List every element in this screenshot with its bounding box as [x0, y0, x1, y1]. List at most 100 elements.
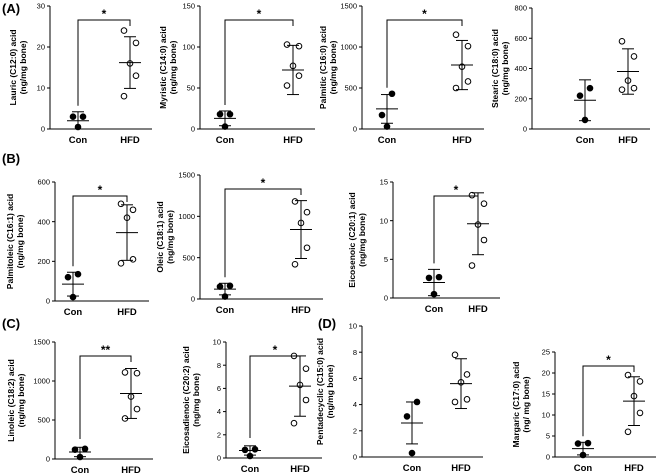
data-point-hfd [630, 84, 638, 92]
chart-5: 0 200 400 600 Palmitoleic (C16:1) acid(ng/mg… [5, 178, 149, 318]
y-tick-label: 5 [546, 432, 550, 441]
significance-bracket [386, 19, 463, 88]
y-tick-label: 10 [542, 411, 550, 420]
significance-bracket [77, 19, 131, 106]
data-point-hfd [290, 419, 298, 427]
significance-marker: ** [101, 343, 111, 357]
data-point-con [435, 273, 443, 281]
y-axis-title: Margaric (C17:0) acid(ng/ mg bone) [511, 362, 531, 448]
data-point-con [74, 270, 82, 278]
y-tick-label: 15 [380, 178, 388, 187]
category-label-hfd: HFD [618, 135, 638, 146]
data-point-hfd [464, 42, 472, 50]
data-point-hfd [480, 200, 488, 207]
significance-marker: * [98, 183, 103, 197]
y-tick-label: 4 [353, 400, 357, 409]
panel-letter-c: (C) [2, 316, 20, 331]
significance-bracket [433, 195, 479, 264]
y-tick-label: 30 [37, 2, 45, 11]
y-tick-label: 10 [380, 216, 388, 225]
data-point-hfd [636, 409, 644, 417]
chart-7: 0 5 10 15 Eicosenoic (C20:1) acid(ng/mg bone… [347, 178, 500, 315]
data-point-con [241, 446, 249, 454]
panel-letter-b: (B) [2, 151, 20, 166]
data-point-hfd [464, 78, 472, 85]
category-label-hfd: HFD [117, 307, 137, 318]
data-point-con [383, 123, 391, 130]
data-point-con [584, 439, 592, 447]
chart-11: 0 5 10 15 20 25 Margaric (C17:0) acid(ng/ mg b… [511, 348, 656, 473]
data-point-con [425, 274, 433, 282]
y-axis-title: Palmitoleic (C16:1) acid(ng/mg bone) [5, 194, 25, 289]
data-point-con [378, 111, 386, 119]
significance-marker: * [422, 7, 427, 21]
y-tick-label: 1000 [33, 377, 50, 386]
category-label-hfd: HFD [121, 465, 141, 473]
significance-bracket [224, 188, 302, 278]
y-axis-title-line: Myristic (C14:0) acid [158, 26, 168, 109]
data-point-hfd [120, 92, 128, 100]
y-tick-label: 0 [546, 453, 550, 462]
data-point-hfd [452, 31, 460, 39]
panel-letter-a: (A) [2, 1, 20, 16]
significance-marker: * [273, 343, 278, 357]
y-tick-label: 4 [217, 407, 221, 416]
data-point-hfd [480, 236, 488, 244]
data-point-hfd [303, 244, 311, 252]
y-axis-title: Lauric (C12:0) acid(ng/mg bone) [8, 29, 28, 105]
y-tick-label: 6 [353, 374, 357, 383]
data-point-hfd [636, 378, 644, 385]
y-axis-title-line: Eicosadienoic (C20:2) acid [181, 346, 191, 454]
category-label-hfd: HFD [290, 464, 310, 473]
data-point-hfd [121, 369, 129, 376]
data-point-hfd [451, 398, 459, 406]
y-tick-label: 800 [514, 4, 527, 13]
data-point-hfd [283, 41, 291, 48]
category-label-con: Con [378, 135, 397, 146]
data-point-con [576, 92, 584, 100]
y-tick-label: 0 [384, 294, 388, 303]
chart-6: 0 500 1000 1500 Oleic (C18:1) acid(ng/mg bon… [155, 171, 323, 316]
y-tick-label: 600 [514, 34, 527, 43]
category-label-con: Con [576, 135, 595, 146]
y-tick-label: 15 [542, 390, 550, 399]
y-tick-label: 5 [384, 255, 388, 264]
category-label-con: Con [574, 463, 593, 473]
y-tick-label: 1500 [340, 2, 357, 11]
y-axis-title-line: Stearic (C18:0) acid [490, 29, 500, 108]
y-tick-label: 0 [191, 125, 195, 134]
y-axis-title-line: (ng/mg bone) [325, 364, 335, 418]
y-axis-title-line: Margaric (C17:0) acid [511, 362, 521, 448]
category-label-hfd: HFD [452, 135, 472, 146]
chart-1: 0 10 20 30 Lauric (C12:0) acid(ng/mg bone) Co… [8, 2, 152, 146]
data-point-con [69, 113, 77, 120]
y-tick-label: 150 [182, 2, 195, 11]
category-label-con: Con [69, 135, 88, 146]
y-tick-label: 500 [37, 416, 50, 425]
y-axis-title-line: (ng/mg bone) [191, 373, 201, 427]
y-tick-label: 10 [349, 322, 357, 331]
y-tick-label: 0 [191, 295, 195, 304]
y-axis-title: Myristic (C14:0) acid(ng/mg bone) [158, 26, 178, 109]
data-point-con [408, 449, 416, 457]
data-point-con [574, 440, 582, 447]
data-point-hfd [451, 351, 459, 359]
y-tick-label: 400 [37, 217, 50, 226]
y-axis-title-line: Lauric (C12:0) acid [8, 29, 18, 105]
category-label-con: Con [403, 463, 422, 473]
y-tick-label: 1000 [340, 43, 357, 52]
category-label-hfd: HFD [283, 135, 303, 146]
y-tick-label: 20 [542, 369, 550, 378]
category-label-con: Con [216, 305, 235, 316]
data-point-hfd [133, 369, 141, 377]
category-label-hfd: HFD [624, 463, 644, 473]
significance-marker: * [257, 7, 262, 21]
y-axis-title-line: Palmitoleic (C16:1) acid [5, 194, 15, 289]
y-tick-label: 0 [46, 297, 50, 306]
significance-bracket [224, 19, 294, 105]
data-point-hfd [630, 53, 638, 60]
chart-2: 0 50 100 150 Myristic (C14:0) acid(ng/mg bon… [158, 2, 315, 146]
category-label-con: Con [64, 307, 83, 318]
category-label-con: Con [216, 135, 235, 146]
